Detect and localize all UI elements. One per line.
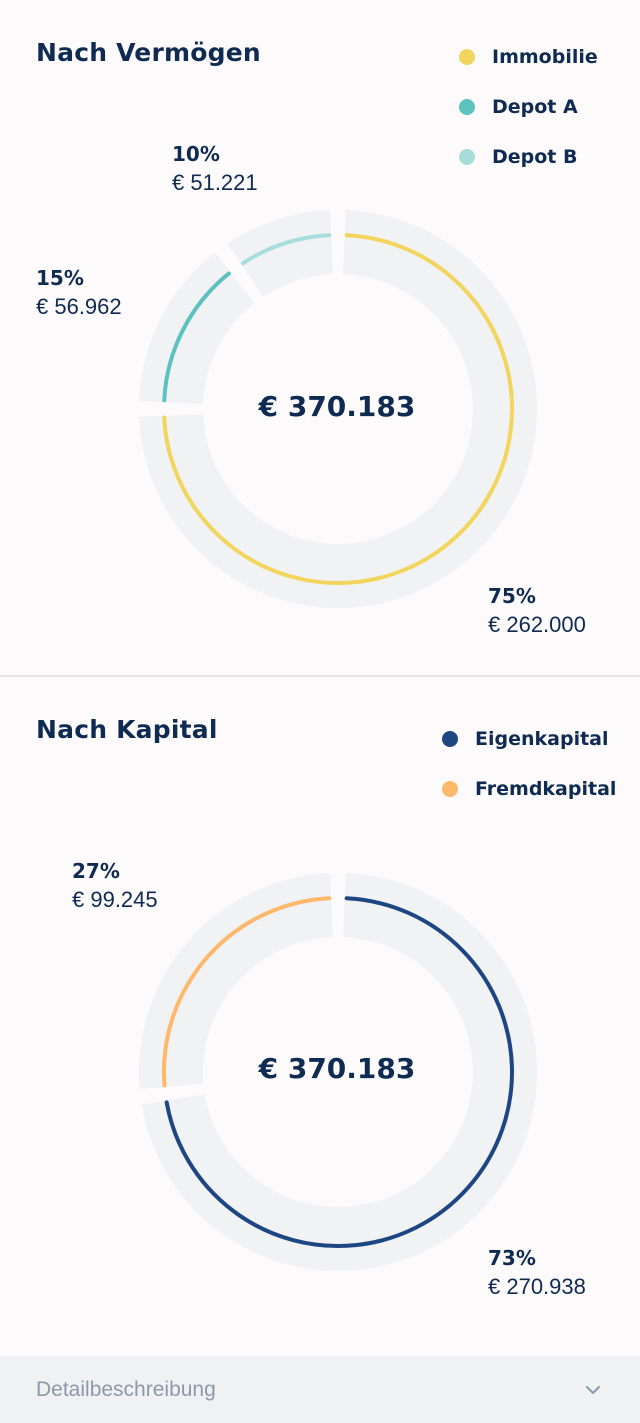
legend-label: Depot A [492,96,578,118]
legend-item-depot-b: Depot B [459,132,598,182]
segment-label-eigenkapital: 73% € 270.938 [488,1244,586,1303]
segment-percent: 15% [36,266,84,290]
donut-segment-depot-b [240,233,332,266]
segment-percent: 75% [488,584,536,608]
donut-track-segment [141,873,537,1271]
donut-track-segment [139,252,256,405]
donut-total: € 370.183 [258,390,416,423]
segment-label-fremdkapital: 27% € 99.245 [72,857,158,916]
segment-label-immobilie: 75% € 262.000 [488,582,586,641]
legend-dot [459,99,475,115]
donut-segment-depot-a [162,271,231,403]
capital-section: Nach Kapital Eigenkapital Fremdkapital €… [0,677,640,1355]
segment-amount: € 262.000 [488,612,586,637]
detail-description-label: Detailbeschreibung [36,1377,216,1401]
segment-label-depot-a: 15% € 56.962 [36,264,122,323]
segment-amount: € 51.221 [172,170,258,195]
legend-item-eigenkapital: Eigenkapital [442,714,616,764]
donut-chart-capital [139,873,537,1271]
legend-dot [442,781,458,797]
donut-segment-eigenkapital [164,896,514,1248]
section-divider [0,675,640,677]
legend-dot [459,149,475,165]
legend-item-immobilie: Immobilie [459,32,598,82]
section-title: Nach Kapital [36,715,218,744]
legend-label: Immobilie [492,46,598,68]
donut-total: € 370.183 [258,1052,416,1085]
legend-label: Eigenkapital [475,728,609,750]
segment-percent: 10% [172,142,220,166]
legend: Immobilie Depot A Depot B [459,32,598,182]
segment-label-depot-b: 10% € 51.221 [172,140,258,199]
donut-segment-fremdkapital [162,896,332,1088]
donut-track-segment [139,873,334,1090]
legend-item-fremdkapital: Fremdkapital [442,764,616,814]
section-title: Nach Vermögen [36,38,261,67]
segment-amount: € 99.245 [72,887,158,912]
legend-label: Depot B [492,146,578,168]
legend-item-depot-a: Depot A [459,82,598,132]
donut-track-segment [227,210,334,298]
segment-amount: € 270.938 [488,1274,586,1299]
legend: Eigenkapital Fremdkapital [442,714,616,814]
donut-track-segment [139,210,537,608]
assets-section: Nach Vermögen Immobilie Depot A Depot B … [0,0,640,676]
chevron-down-icon [586,1385,600,1394]
segment-percent: 73% [488,1246,536,1270]
segment-amount: € 56.962 [36,294,122,319]
legend-dot [442,731,458,747]
detail-description-toggle[interactable]: Detailbeschreibung [0,1356,640,1423]
segment-percent: 27% [72,859,120,883]
donut-chart-assets [139,210,537,608]
legend-dot [459,49,475,65]
legend-label: Fremdkapital [475,778,617,800]
donut-segment-immobilie [162,233,514,585]
